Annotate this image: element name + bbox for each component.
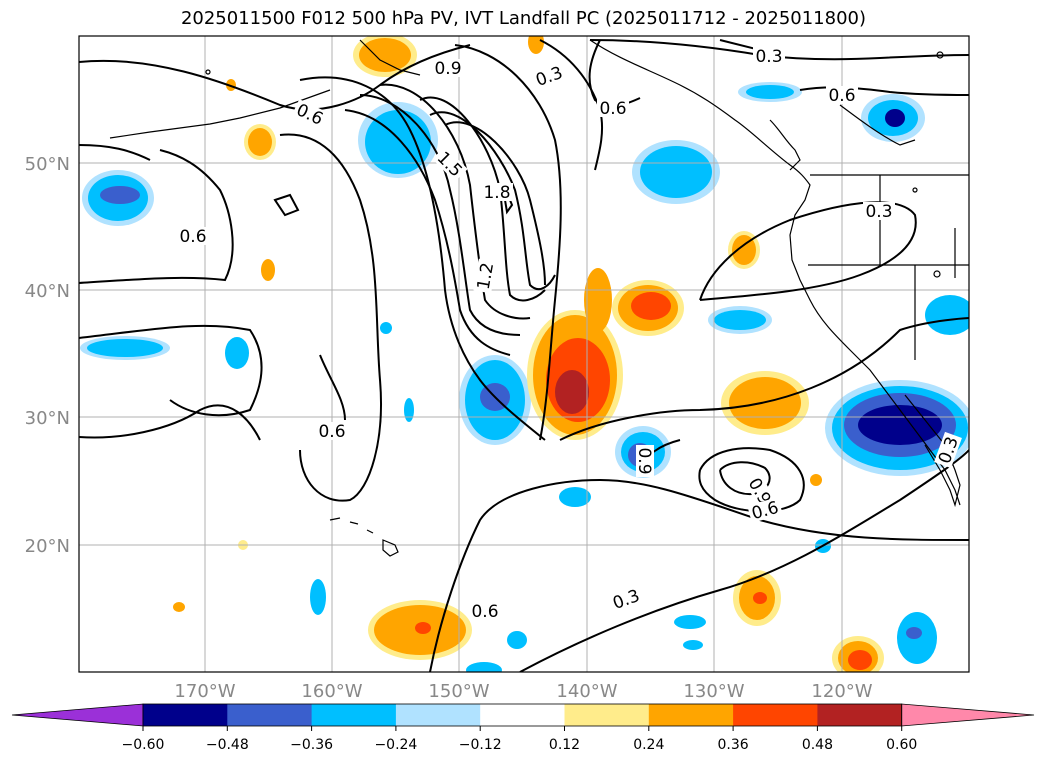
colorbar-tick-label: 0.60 — [886, 737, 917, 753]
lat-label: 40°N — [25, 281, 70, 302]
contour-label-bg — [473, 258, 497, 294]
colorbar-segment — [648, 704, 734, 726]
contour-label: 0.6 — [471, 602, 498, 622]
colorbar-segment — [143, 704, 228, 726]
contour-label-bg — [432, 59, 464, 77]
lon-label: 130°W — [683, 681, 744, 702]
lon-label: 170°W — [174, 681, 235, 702]
contour-label-bg — [469, 602, 501, 620]
latitude-labels: 50°N 40°N 30°N 20°N — [25, 154, 70, 557]
positive-anomaly-shading — [173, 36, 884, 672]
colorbar-segment — [817, 704, 903, 726]
colorbar-outline — [142, 703, 903, 727]
colorbar-segment — [227, 704, 313, 726]
lon-label: 120°W — [811, 681, 872, 702]
map-frame — [78, 35, 970, 673]
map-title: 2025011500 F012 500 hPa PV, IVT Landfall… — [180, 8, 867, 29]
contour-label: 0.3 — [865, 202, 892, 222]
colorbar-tick-label: −0.12 — [459, 737, 502, 753]
colorbar-tick-label: 0.36 — [718, 737, 749, 753]
contour-label-bg — [636, 445, 654, 477]
contour-label-bg — [432, 146, 468, 182]
contour-label-bg — [753, 47, 785, 65]
contour-label: 0.9 — [634, 447, 654, 474]
contour-labels: 0.9 0.30.6 0.60.30.61.51.80.61.20.30.60.90… — [177, 47, 963, 622]
colorbar-segment — [480, 704, 565, 726]
contour-label-bg — [291, 99, 329, 129]
contour-label-bg — [826, 86, 858, 104]
negative-anomaly-shading — [80, 82, 969, 672]
colorbar-tick-label: −0.48 — [206, 737, 249, 753]
contour-label: 0.6 — [179, 227, 206, 247]
contour-label-bg — [934, 431, 962, 469]
lon-label: 160°W — [301, 681, 362, 702]
colorbar-extend-min — [11, 703, 144, 727]
contour-label: 0.6 — [599, 99, 626, 119]
lat-label: 30°N — [25, 408, 70, 429]
lat-label: 20°N — [25, 536, 70, 557]
colorbar-tick-label: 0.12 — [549, 737, 580, 753]
colorbar-tick-label: −0.60 — [122, 737, 165, 753]
contour-label: 0.6 — [318, 422, 345, 442]
lon-label: 150°W — [428, 681, 489, 702]
contour-label: 1.8 — [483, 183, 510, 203]
colorbar-segment — [395, 704, 481, 726]
lat-label: 50°N — [25, 154, 70, 175]
contour-label-bg — [316, 422, 348, 440]
pv-contours — [79, 39, 969, 672]
longitude-labels: 170°W 160°W 150°W 140°W 130°W 120°W — [174, 681, 872, 702]
contour-label: 1.2 — [474, 261, 498, 291]
colorbar-tick-label: 0.24 — [633, 737, 664, 753]
contour-label-bg — [863, 202, 895, 220]
contour-label-bg — [481, 183, 513, 201]
colorbar-tick-label: −0.36 — [290, 737, 333, 753]
colorbar-segment — [311, 704, 397, 726]
lon-label: 140°W — [556, 681, 617, 702]
contour-label: 0.9 — [434, 59, 461, 79]
contour-label-bg — [530, 62, 568, 90]
contour-label-bg — [747, 497, 783, 523]
contour-label: 0.6 — [828, 86, 855, 106]
colorbar-tick-label: −0.24 — [374, 737, 417, 753]
coastlines — [109, 39, 969, 508]
map-panel — [79, 36, 969, 672]
contour-label: 0.3 — [755, 47, 782, 67]
contour-label-bg — [597, 99, 629, 117]
colorbar-segment — [564, 704, 650, 726]
colorbar-tick-label: 0.48 — [802, 737, 833, 753]
graticule — [79, 36, 969, 672]
contour-label-bg — [177, 227, 209, 245]
contour-label-bg — [607, 585, 645, 613]
colorbar: −0.60 −0.48 −0.36 −0.24 −0.12 0.12 0.24 0.36 0.4… — [11, 703, 1035, 753]
colorbar-segment — [733, 704, 818, 726]
colorbar-extend-max — [901, 703, 1035, 727]
